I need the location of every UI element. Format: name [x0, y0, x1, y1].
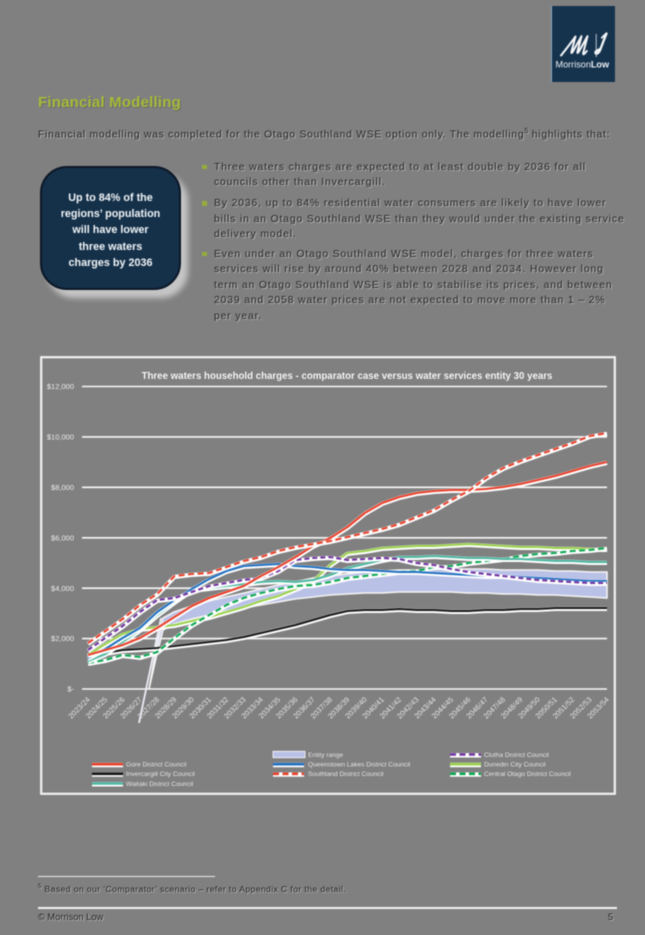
svg-text:Invercargill City Council: Invercargill City Council	[126, 771, 195, 778]
svg-text:$8,000: $8,000	[51, 483, 74, 492]
svg-text:Queenstown Lakes District Coun: Queenstown Lakes District Council	[308, 762, 411, 769]
svg-text:Clutha District Council: Clutha District Council	[484, 752, 549, 759]
svg-text:Entity range: Entity range	[308, 752, 344, 759]
svg-text:Central Otago District Council: Central Otago District Council	[484, 771, 571, 778]
svg-text:Southland District Council: Southland District Council	[308, 771, 384, 778]
svg-text:Three waters household charges: Three waters household charges - compara…	[142, 371, 553, 382]
svg-text:Waitaki District Council: Waitaki District Council	[126, 781, 194, 788]
svg-text:$2,000: $2,000	[51, 634, 74, 643]
svg-text:$4,000: $4,000	[51, 584, 74, 593]
svg-text:MorrisonLow: MorrisonLow	[556, 60, 610, 70]
svg-text:Dunedin City Council: Dunedin City Council	[484, 762, 546, 769]
svg-text:$12,000: $12,000	[47, 382, 74, 391]
svg-text:Gore District Council: Gore District Council	[126, 762, 187, 769]
svg-text:$-: $-	[67, 685, 74, 694]
svg-text:$6,000: $6,000	[51, 533, 74, 542]
svg-text:$10,000: $10,000	[47, 433, 74, 442]
